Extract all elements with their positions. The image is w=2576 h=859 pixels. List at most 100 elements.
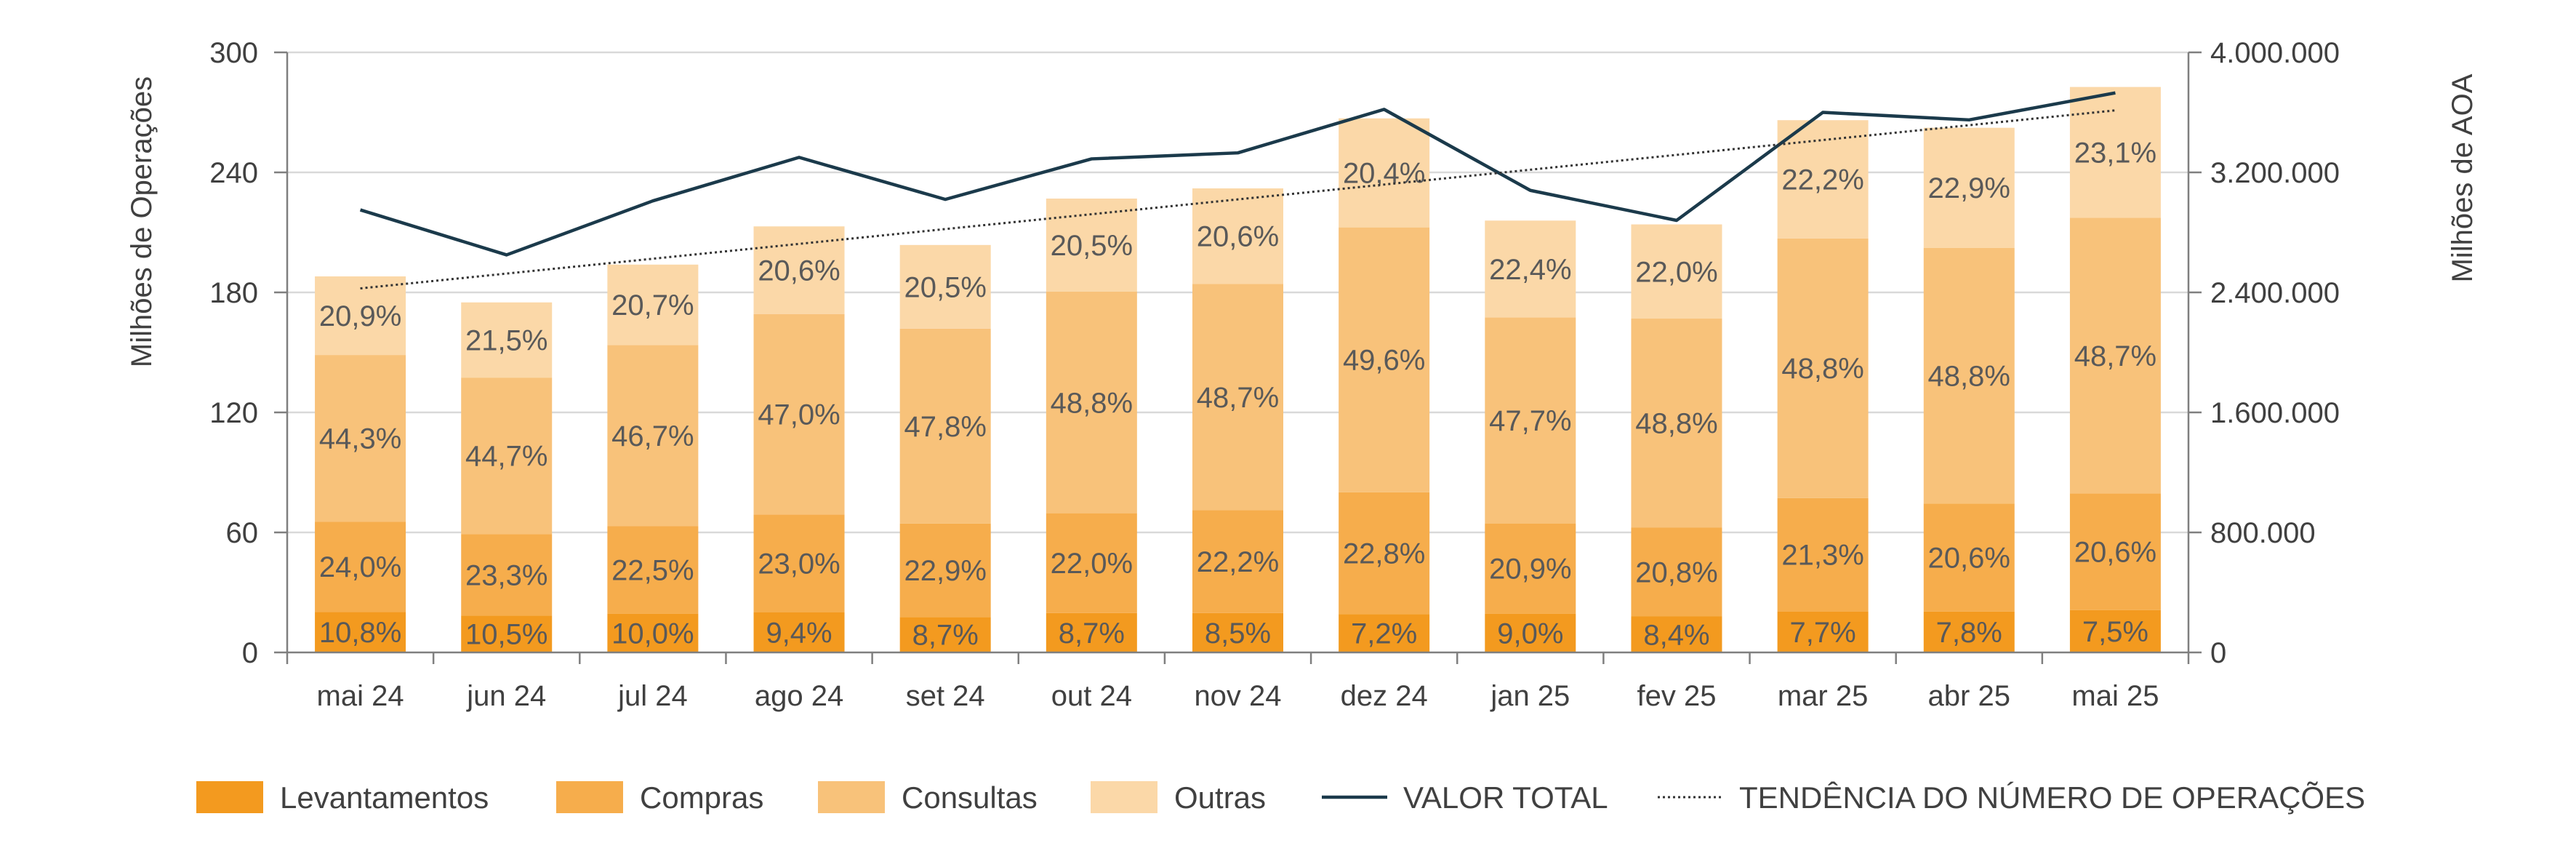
segment-label: 22,2%	[1781, 164, 1863, 196]
legend-label: Levantamentos	[280, 780, 489, 815]
bar-segment	[2069, 87, 2161, 218]
y-right-tick-label: 3.200.000	[2210, 157, 2340, 189]
segment-label: 10,5%	[465, 619, 547, 651]
segment-label: 20,7%	[611, 289, 694, 321]
segment-label: 7,8%	[1936, 617, 2002, 649]
bar-segment	[1192, 284, 1283, 511]
segment-labels: 10,8% 24,0% 44,3% 20,9% 10,5% 23,3% 44,7% 21,5%…	[319, 137, 2156, 652]
y-left-tick-label: 0	[242, 637, 258, 669]
lines	[359, 91, 2116, 289]
segment-label: 9,4%	[766, 618, 832, 650]
y-right-tick-label: 800.000	[2210, 517, 2316, 549]
axes	[274, 51, 2202, 664]
bar-segment	[1192, 510, 1283, 613]
x-tick-label: ago 24	[755, 680, 843, 712]
x-tick-label: dez 24	[1341, 680, 1428, 712]
x-tick-label: mar 25	[1778, 680, 1869, 712]
segment-label: 8,5%	[1205, 618, 1271, 650]
bar-segment	[1631, 319, 1722, 528]
segment-label: 22,4%	[1489, 254, 1571, 286]
segment-label: 8,7%	[1059, 618, 1125, 650]
bar-segment	[1777, 611, 1869, 652]
y-right-tick-label: 0	[2210, 637, 2226, 669]
segment-label: 48,7%	[2074, 340, 2156, 372]
segment-label: 23,1%	[2074, 137, 2156, 169]
legend-swatch	[556, 781, 623, 813]
segment-label: 21,5%	[465, 324, 547, 356]
segment-label: 20,5%	[1051, 230, 1133, 262]
bar-segment	[899, 617, 991, 652]
bar-segment	[461, 534, 553, 616]
legend: Levantamentos Compras Consultas Outras VALOR…	[196, 780, 2365, 815]
bar-segment	[1777, 238, 1869, 498]
bar-segment	[315, 522, 406, 612]
segment-label: 22,0%	[1635, 256, 1717, 288]
segment-label: 7,2%	[1351, 618, 1417, 650]
y-left-tick-label: 300	[209, 37, 258, 69]
y-right-axis-title: Milhões de AOA	[2447, 73, 2479, 282]
y-left-tick-label: 60	[226, 517, 259, 549]
segment-label: 44,7%	[465, 441, 547, 473]
y-left-tick-label: 240	[209, 157, 258, 189]
legend-swatch	[1091, 781, 1157, 813]
segment-label: 10,8%	[319, 617, 401, 649]
bar-segment	[1923, 503, 2015, 612]
bar-segment	[1046, 291, 1137, 514]
bar-segment	[461, 615, 553, 652]
segment-label: 22,0%	[1051, 548, 1133, 580]
legend-swatch	[818, 781, 885, 813]
segment-label: 48,8%	[1051, 387, 1133, 419]
bar-segment	[1485, 220, 1576, 318]
bar-segment	[753, 514, 845, 612]
x-tick-label: fev 25	[1637, 680, 1716, 712]
segment-label: 48,8%	[1928, 361, 2010, 393]
segment-label: 48,8%	[1781, 353, 1863, 385]
x-tick-label: jun 24	[466, 680, 546, 712]
bar-segment	[753, 612, 845, 652]
segment-label: 8,7%	[912, 620, 979, 652]
segment-label: 7,5%	[2082, 616, 2148, 648]
bar-segment	[1485, 317, 1576, 524]
segment-label: 22,9%	[904, 555, 986, 587]
bar-segment	[461, 377, 553, 535]
y-left-tick-label: 180	[209, 277, 258, 309]
bar-segment	[315, 355, 406, 522]
segment-label: 20,9%	[319, 300, 401, 332]
bar-segment	[1631, 616, 1722, 652]
x-tick-label: jul 24	[617, 680, 688, 712]
bar-segment	[753, 226, 845, 314]
bar-segment	[315, 612, 406, 652]
legend-label: Outras	[1174, 780, 1266, 815]
segment-label: 20,8%	[1635, 556, 1717, 588]
x-tick-label: mai 25	[2071, 680, 2159, 712]
y-right-tick-label: 2.400.000	[2210, 277, 2340, 309]
bar-segment	[1192, 188, 1283, 284]
bar-segment	[2069, 493, 2161, 610]
y-right-tick-label: 1.600.000	[2210, 397, 2340, 429]
bar-segment	[1046, 612, 1137, 652]
segment-label: 20,6%	[758, 255, 840, 287]
bar-segment	[1485, 613, 1576, 652]
bar-segment	[461, 302, 553, 378]
segment-label: 20,6%	[1197, 221, 1279, 253]
bar-segment	[1339, 227, 1430, 492]
y-right-tick-label: 4.000.000	[2210, 37, 2340, 69]
x-tick-label: abr 25	[1928, 680, 2010, 712]
segment-label: 48,7%	[1197, 382, 1279, 414]
segment-label: 47,0%	[758, 399, 840, 431]
bar-segment	[1339, 118, 1430, 228]
bar-segment	[899, 244, 991, 329]
segment-label: 22,9%	[1928, 172, 2010, 204]
segment-label: 22,8%	[1343, 538, 1425, 570]
x-tick-label: out 24	[1051, 680, 1132, 712]
segment-label: 44,3%	[319, 423, 401, 455]
x-tick-label: mai 24	[317, 680, 404, 712]
segment-label: 47,7%	[1489, 405, 1571, 437]
tick-labels: 0 0 60 800.000 120 1.600.000 180 2.400.000 240 3.…	[209, 37, 2340, 712]
y-left-axis-title: Milhões de Operações	[126, 76, 158, 367]
segment-label: 9,0%	[1497, 618, 1563, 650]
bar-segment	[1923, 127, 2015, 248]
bar-segment	[753, 313, 845, 515]
legend-swatch	[196, 781, 263, 813]
